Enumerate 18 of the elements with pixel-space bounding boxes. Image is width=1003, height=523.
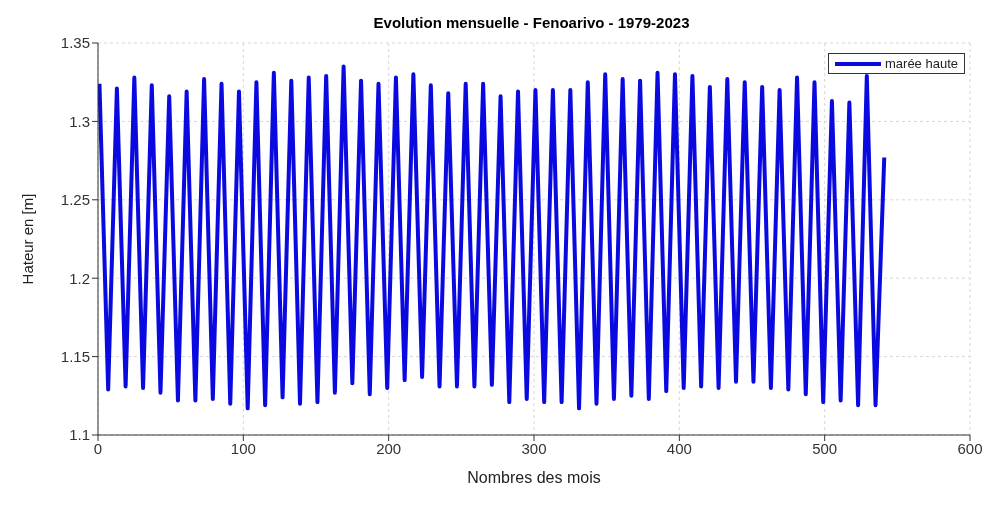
legend-label: marée haute (885, 56, 958, 71)
x-tick-label: 300 (521, 439, 547, 457)
line-series (98, 64, 887, 411)
x-tick-label: 0 (93, 439, 103, 457)
y-tick-label: 1.25 (60, 191, 90, 209)
y-tick-label: 1.3 (69, 112, 90, 130)
x-tick-label: 400 (666, 439, 692, 457)
y-tick-label: 1.15 (60, 347, 90, 365)
x-axis-title: Nombres des mois (467, 469, 601, 486)
x-tick-label: 200 (376, 439, 402, 457)
y-tick-label: 1.1 (69, 426, 90, 444)
x-tick-label: 100 (230, 439, 256, 457)
y-axis-title: Hateur en [m] (19, 193, 37, 285)
x-tick-label: 600 (957, 439, 983, 457)
x-tick-label: 500 (812, 439, 838, 457)
y-tick-label: 1.2 (69, 269, 90, 287)
chart-title: Evolution mensuelle - Fenoarivo - 1979-2023 (372, 14, 691, 31)
y-tick-label: 1.35 (60, 34, 90, 52)
